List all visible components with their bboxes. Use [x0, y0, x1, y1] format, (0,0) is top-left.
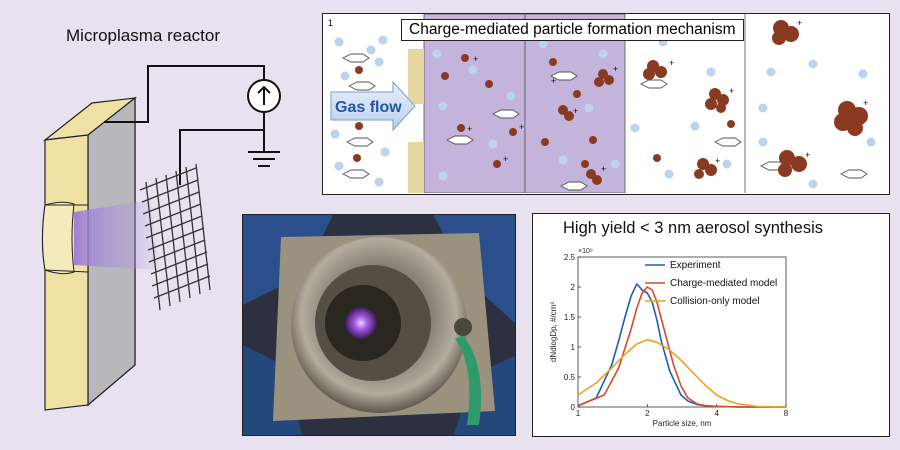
y-tick-label: 2 — [571, 283, 576, 292]
svg-text:+: + — [805, 150, 810, 160]
chart-panel: High yield < 3 nm aerosol synthesis 0 0.5… — [532, 213, 890, 437]
svg-text:+: + — [729, 86, 734, 96]
svg-text:+: + — [503, 154, 508, 164]
reactor-photo — [242, 214, 516, 436]
y-tick-label: 0.5 — [564, 373, 576, 382]
x-tick-label: 1 — [576, 409, 581, 418]
particle-clusters — [558, 20, 868, 185]
y-tick-label: 2.5 — [564, 253, 576, 262]
x-tick-label: 8 — [784, 409, 789, 418]
electrode-bar-bottom — [408, 142, 424, 193]
svg-text:+: + — [613, 64, 618, 74]
y-exponent: ×10⁹ — [578, 248, 593, 255]
plasma-plume — [74, 200, 160, 270]
legend-label-0: Experiment — [670, 260, 721, 271]
reactor-diagram — [41, 65, 281, 411]
gas-flow-arrow — [330, 80, 416, 132]
mesh-electrode-icon — [139, 163, 211, 311]
reactor-title: Microplasma reactor — [66, 26, 220, 45]
chart-title: High yield < 3 nm aerosol synthesis — [563, 219, 824, 237]
x-tick-label: 2 — [645, 409, 650, 418]
panel-number: 1 — [328, 18, 334, 28]
electrode-hole — [42, 201, 75, 275]
gas-flow-label: Gas flow — [335, 99, 402, 116]
y-tick-label: 1 — [571, 343, 576, 352]
mechanism-diagram: Gas flow — [330, 14, 876, 193]
svg-text:+: + — [863, 98, 868, 108]
mechanism-title: Charge-mediated particle formation mecha… — [401, 19, 744, 41]
series-line-2 — [577, 339, 787, 408]
size-distribution-chart: 0 0.5 1 1.5 2 2.5 1 2 4 8 ×10⁹ Particle size, nm dNd… — [549, 248, 789, 428]
svg-text:+: + — [519, 122, 524, 132]
charge-marks: + + + + + + + + + + + + + + — [467, 18, 868, 174]
legend-label-1: Charge-mediated model — [670, 278, 777, 289]
precursor-molecules — [341, 53, 868, 191]
gas-molecules — [330, 35, 876, 189]
reactor-photo-image — [243, 215, 515, 435]
svg-text:+: + — [601, 164, 606, 174]
svg-text:+: + — [473, 54, 478, 64]
wire-mid — [179, 112, 265, 185]
legend-label-2: Collision-only model — [670, 296, 759, 307]
x-axis-label: Particle size, nm — [653, 419, 712, 428]
y-tick-label: 0 — [571, 403, 576, 412]
nanoparticles — [353, 54, 735, 168]
series-line-1 — [577, 286, 786, 408]
y-axis-label: dNdlogDp, #/cm³ — [549, 302, 558, 362]
svg-text:+: + — [797, 18, 802, 28]
mechanism-panel: Gas flow — [322, 13, 890, 195]
svg-text:+: + — [467, 124, 472, 134]
electrode-bar-top — [408, 49, 424, 104]
svg-text:+: + — [551, 76, 556, 86]
x-tick-label: 4 — [714, 409, 719, 418]
y-tick-label: 1.5 — [564, 313, 576, 322]
plot-frame — [577, 256, 787, 408]
svg-text:+: + — [573, 106, 578, 116]
svg-text:+: + — [715, 156, 720, 166]
wire-top — [104, 65, 265, 123]
svg-text:+: + — [669, 58, 674, 68]
